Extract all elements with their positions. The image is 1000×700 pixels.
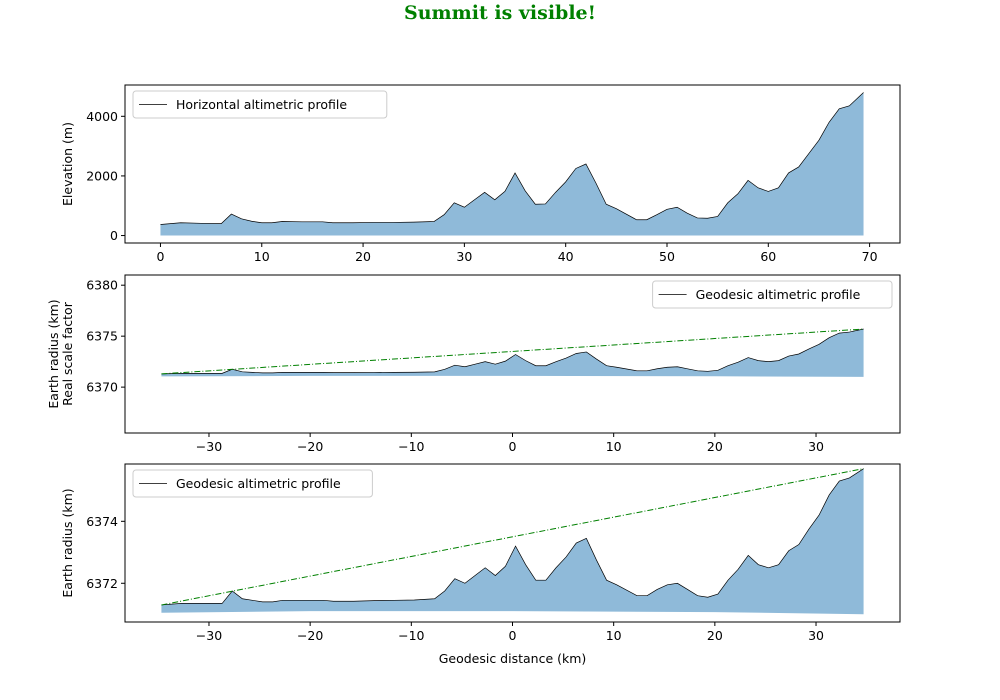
chart-panel-3: −30 −20 −10 0 10 20 30 6372 6374 Earth radius (km…	[60, 463, 901, 666]
x-tick-label: 0	[509, 628, 517, 643]
legend-box	[652, 280, 893, 309]
x-tick-label: 10	[254, 249, 270, 264]
y-tick-label: 6372	[86, 576, 118, 591]
x-tick-label: 20	[707, 439, 723, 454]
y-tick-label: 6374	[86, 514, 118, 529]
y-tick-label: 6380	[86, 278, 118, 293]
x-tick-label: −10	[398, 439, 424, 454]
x-tick-label: −20	[297, 439, 323, 454]
area-fill	[161, 468, 864, 615]
axes-frame	[124, 84, 901, 244]
legend-label: Geodesic altimetric profile	[696, 287, 861, 302]
legend-box	[132, 90, 388, 119]
line-of-sight	[161, 328, 864, 375]
y-axis-label: Earth radius (km)	[46, 299, 61, 408]
x-tick-label: 40	[558, 249, 574, 264]
x-tick-label: 60	[760, 249, 776, 264]
x-tick-label: 20	[355, 249, 371, 264]
x-tick-label: 30	[808, 439, 824, 454]
profile-line	[161, 328, 864, 375]
x-tick-label: −30	[196, 628, 222, 643]
y-axis-label: Real scale factor	[60, 301, 75, 406]
x-tick-label: 10	[606, 439, 622, 454]
chart-panel-2: −30 −20 −10 0 10 20 30 6370 6375 6380 Earth radius…	[46, 274, 901, 454]
legend-label: Geodesic altimetric profile	[176, 476, 341, 491]
x-tick-label: −30	[196, 439, 222, 454]
x-tick-label: 20	[707, 628, 723, 643]
x-tick-label: 0	[509, 439, 517, 454]
x-tick-label: 30	[456, 249, 472, 264]
x-tick-label: −10	[398, 628, 424, 643]
y-axis-label: Earth radius (km)	[60, 488, 75, 597]
legend-box	[132, 469, 373, 498]
x-tick-label: 10	[606, 628, 622, 643]
area-fill	[160, 92, 864, 236]
y-axis-label: Elevation (m)	[60, 122, 75, 206]
area-fill	[161, 329, 864, 377]
y-tick-label: 0	[110, 228, 118, 243]
profile-line	[160, 92, 864, 225]
y-tick-label: 6375	[86, 329, 118, 344]
legend: Geodesic altimetric profile	[652, 280, 893, 309]
x-tick-label: 30	[808, 628, 824, 643]
chart-panel-1: 0 10 20 30 40 50 60 70 0 2000 4000 Elevation (m) Hor…	[60, 84, 901, 264]
y-tick-label: 2000	[86, 168, 118, 183]
legend: Geodesic altimetric profile	[132, 469, 373, 498]
x-tick-label: −20	[297, 628, 323, 643]
figure-title: Summit is visible!	[404, 2, 596, 24]
line-of-sight	[161, 468, 864, 606]
y-tick-label: 4000	[86, 109, 118, 124]
profile-line	[161, 468, 864, 606]
x-tick-label: 50	[659, 249, 675, 264]
x-axis-label: Geodesic distance (km)	[439, 651, 587, 666]
legend: Horizontal altimetric profile	[132, 90, 388, 119]
x-tick-label: 0	[156, 249, 164, 264]
y-tick-label: 6370	[86, 380, 118, 395]
x-tick-label: 70	[862, 249, 878, 264]
legend-label: Horizontal altimetric profile	[176, 97, 347, 112]
